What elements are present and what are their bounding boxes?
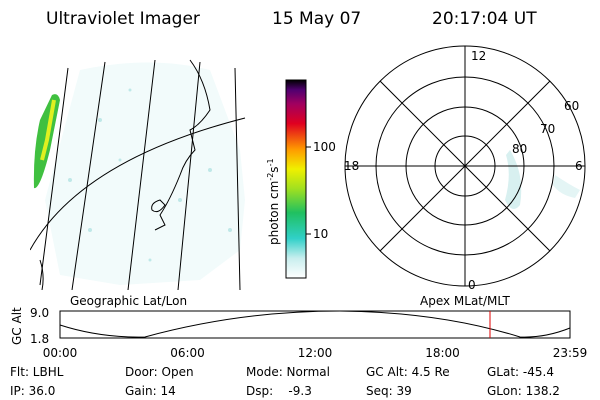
y-tick-label: 9.0 <box>30 306 49 320</box>
exponent: -1 <box>266 158 275 166</box>
status-field: Door: Open <box>125 365 194 379</box>
status-field: Gain: 14 <box>125 384 176 398</box>
status-field: Seq: 39 <box>366 384 412 398</box>
mlt-label: 18 <box>344 159 359 173</box>
polar-plot <box>344 45 586 287</box>
unit: s <box>267 166 281 172</box>
unit: photon cm <box>267 181 281 245</box>
status-field: GC Alt: 4.5 Re <box>366 365 450 379</box>
mlt-label: 6 <box>575 159 583 173</box>
panel-label: Geographic Lat/Lon <box>70 294 187 308</box>
colorbar <box>285 79 307 279</box>
mlt-label: 0 <box>468 278 476 292</box>
status-field: Mode: Normal <box>246 365 330 379</box>
status-field: IP: 36.0 <box>10 384 55 398</box>
exponent: -2 <box>266 173 275 181</box>
panel-label: Apex MLat/MLT <box>420 294 510 308</box>
status-field: Dsp: -9.3 <box>246 384 312 398</box>
mlt-label: 12 <box>471 49 486 63</box>
x-tick-label: 23:59 <box>553 346 588 360</box>
lat-label: 70 <box>540 122 555 136</box>
altitude-curve <box>59 310 571 338</box>
y-tick-label: 1.8 <box>30 332 49 346</box>
x-tick-label: 18:00 <box>425 346 460 360</box>
geographic-map <box>30 59 246 290</box>
colorbar-label: photon cm-2s-1 <box>266 158 281 245</box>
altitude-plot <box>59 310 571 339</box>
time: 20:17:04 UT <box>432 9 537 29</box>
status-field: GLat: -45.4 <box>487 365 554 379</box>
y-axis-label: GC Alt <box>10 307 24 345</box>
date: 15 May 07 <box>272 9 361 29</box>
status-field: GLon: 138.2 <box>487 384 560 398</box>
title: Ultraviolet Imager <box>46 9 200 29</box>
x-tick-label: 06:00 <box>170 346 205 360</box>
status-field: Flt: LBHL <box>10 365 64 379</box>
lat-label: 60 <box>564 99 579 113</box>
x-tick-label: 12:00 <box>298 346 333 360</box>
lat-label: 80 <box>512 142 527 156</box>
x-tick-label: 00:00 <box>43 346 78 360</box>
colorbar-tick-label: 10 <box>313 227 328 241</box>
colorbar-tick-label: 100 <box>313 140 336 154</box>
